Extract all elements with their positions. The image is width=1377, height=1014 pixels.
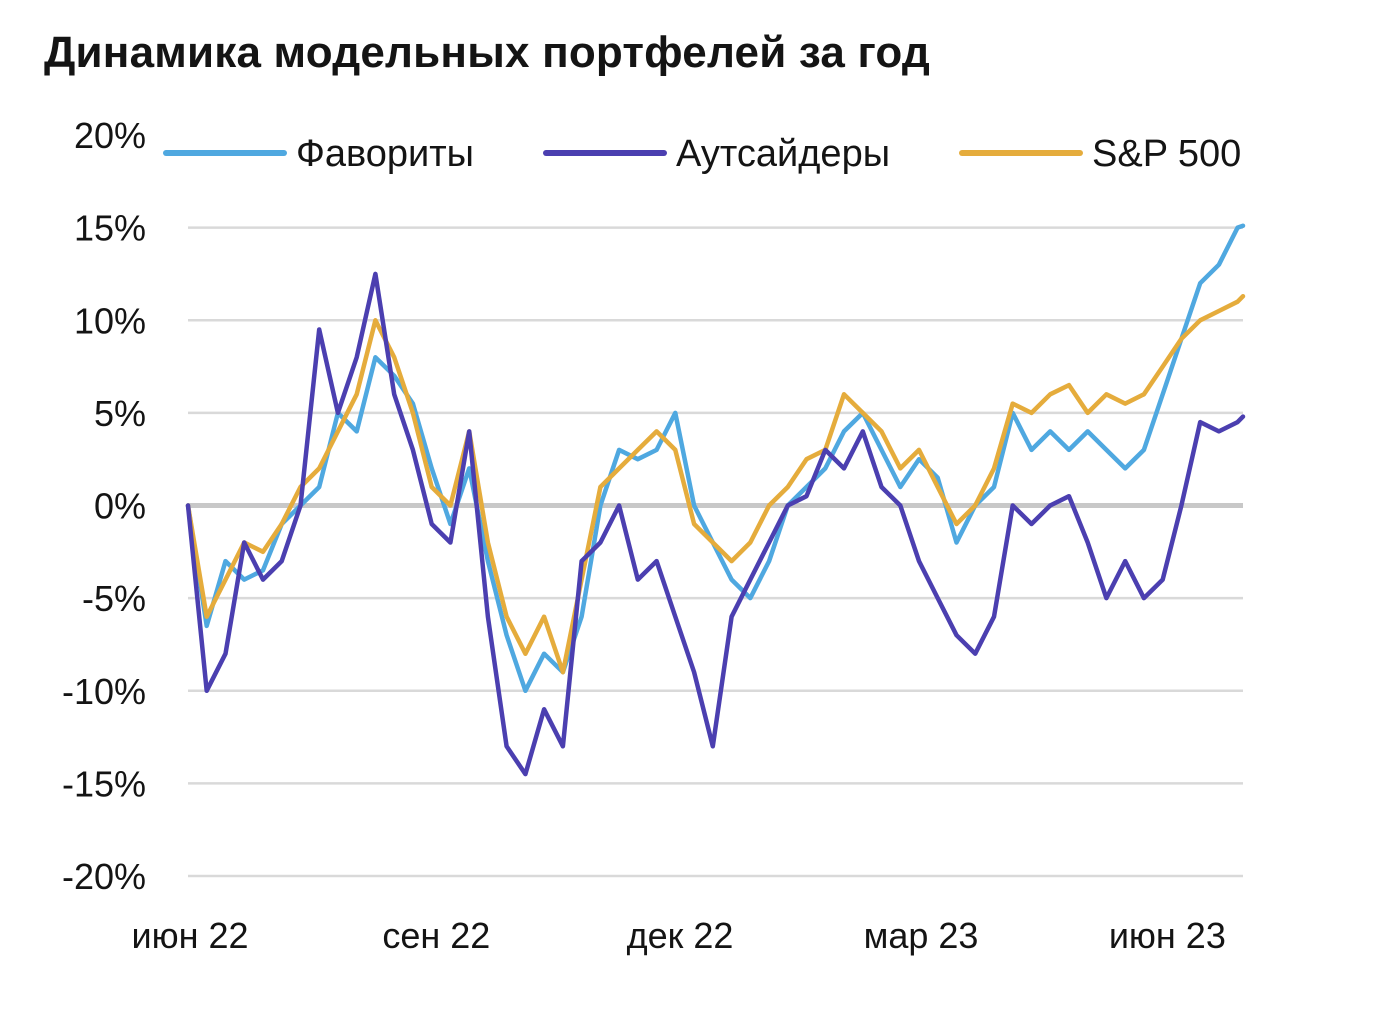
y-axis-ticks: 20% 15% 10% 5% 0% -5% -10% -15% -20%: [62, 115, 146, 897]
y-tick-label: 0%: [94, 486, 146, 527]
y-tick-label: -5%: [82, 578, 146, 619]
legend-label: Аутсайдеры: [676, 133, 890, 175]
x-tick-label: мар 23: [864, 915, 979, 956]
chart-title: Динамика модельных портфелей за год: [44, 28, 931, 77]
x-tick-label: июн 22: [131, 915, 248, 956]
y-tick-label: -20%: [62, 856, 146, 897]
y-tick-label: 10%: [74, 300, 146, 341]
x-tick-label: июн 23: [1109, 915, 1226, 956]
y-tick-label: 5%: [94, 393, 146, 434]
series-line-0: [185, 223, 1246, 694]
gridlines: [188, 226, 1243, 878]
y-tick-label: 20%: [74, 115, 146, 156]
x-tick-label: дек 22: [627, 915, 734, 956]
y-tick-label: -10%: [62, 671, 146, 712]
y-tick-label: 15%: [74, 208, 146, 249]
series-lines: [185, 223, 1246, 777]
legend-label: Фавориты: [296, 133, 474, 175]
legend: Фавориты Аутсайдеры S&P 500: [163, 133, 1241, 175]
legend-label: S&P 500: [1092, 133, 1241, 175]
series-line-2: [185, 293, 1246, 675]
x-axis-ticks: июн 22 сен 22 дек 22 мар 23 июн 23: [131, 915, 1225, 956]
y-tick-label: -15%: [62, 763, 146, 804]
x-tick-label: сен 22: [382, 915, 490, 956]
series-line-1: [185, 271, 1246, 777]
